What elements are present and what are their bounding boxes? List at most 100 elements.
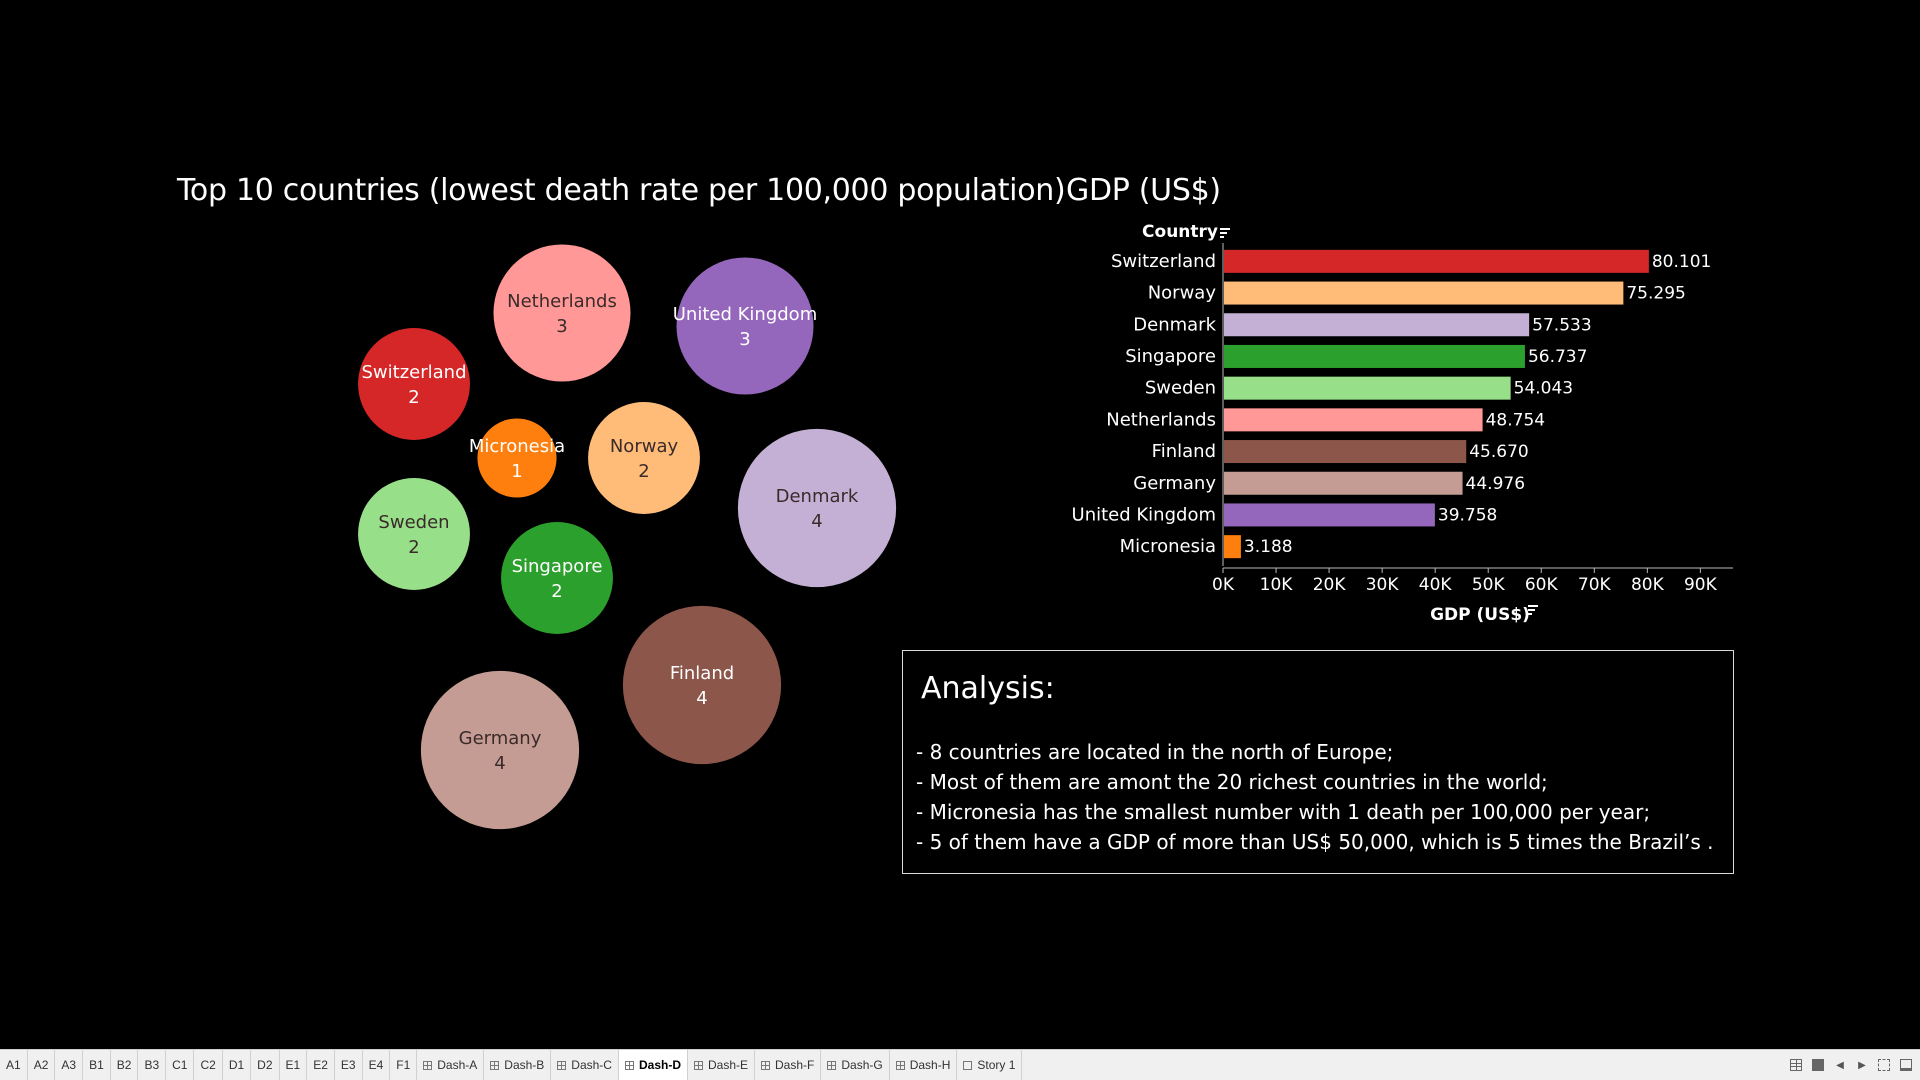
- tab-e4[interactable]: E4: [363, 1050, 391, 1080]
- bubble-circle[interactable]: [622, 605, 782, 765]
- prev-icon[interactable]: ◀: [1836, 1059, 1844, 1071]
- x-tick-label: 0K: [1212, 575, 1235, 595]
- story-icon: [963, 1060, 973, 1070]
- bar-value-label: 44.976: [1466, 474, 1525, 494]
- bar-switzerland[interactable]: [1224, 249, 1649, 273]
- dashboard-icon: [423, 1060, 433, 1070]
- bar-norway[interactable]: [1224, 281, 1624, 305]
- x-tick-label: 10K: [1260, 575, 1294, 595]
- bubble-circle[interactable]: [588, 402, 700, 514]
- tab-dash-a[interactable]: Dash-A: [417, 1050, 485, 1080]
- bubble-label: Denmark: [776, 486, 859, 507]
- tab-label: E2: [313, 1058, 328, 1072]
- sort-icon[interactable]: [1528, 605, 1538, 615]
- bubble-circle[interactable]: [501, 522, 613, 634]
- tab-label: Story 1: [977, 1058, 1016, 1072]
- tab-e3[interactable]: E3: [335, 1050, 363, 1080]
- tab-label: C2: [200, 1058, 216, 1072]
- tab-story-1[interactable]: Story 1: [957, 1050, 1023, 1080]
- tab-label: Dash-E: [708, 1058, 749, 1072]
- bubble-label: Germany: [459, 728, 542, 749]
- tab-dash-f[interactable]: Dash-F: [755, 1050, 822, 1080]
- tab-label: Dash-G: [841, 1058, 883, 1072]
- bar-value-label: 39.758: [1438, 505, 1497, 525]
- dashboard-icon: [895, 1060, 905, 1070]
- bubble-circle[interactable]: [477, 418, 557, 498]
- bubble-label: Sweden: [378, 512, 449, 533]
- bar-value-label: 3.188: [1244, 537, 1293, 557]
- bar-chart: Country Switzerland 80.101 Norway 75.295 Denm…: [1072, 222, 1733, 625]
- tab-b3[interactable]: B3: [138, 1050, 167, 1080]
- sort-icon[interactable]: [1220, 228, 1230, 238]
- bar-value-label: 45.670: [1469, 442, 1528, 462]
- tab-label: E4: [368, 1058, 384, 1072]
- bar-denmark[interactable]: [1224, 313, 1530, 337]
- presentation-icon[interactable]: [1900, 1059, 1912, 1071]
- bubble-germany[interactable]: Germany 4: [420, 670, 580, 830]
- bar-united-kingdom[interactable]: [1224, 503, 1435, 527]
- bar-sweden[interactable]: [1224, 376, 1511, 400]
- bubble-label: United Kingdom: [673, 304, 817, 325]
- tab-dash-g[interactable]: Dash-G: [821, 1050, 890, 1080]
- bubble-switzerland[interactable]: Switzerland 2: [358, 328, 470, 440]
- category-label: United Kingdom: [1072, 504, 1216, 525]
- bubble-finland[interactable]: Finland 4: [622, 605, 782, 765]
- tab-e2[interactable]: E2: [307, 1050, 335, 1080]
- bubble-norway[interactable]: Norway 2: [588, 402, 700, 514]
- bar-germany[interactable]: [1224, 471, 1463, 495]
- bar-netherlands[interactable]: [1224, 408, 1483, 432]
- tab-c1[interactable]: C1: [166, 1050, 195, 1080]
- dashboard-icon: [624, 1060, 634, 1070]
- tab-e1[interactable]: E1: [280, 1050, 308, 1080]
- bubble-value: 1: [511, 461, 522, 482]
- tab-label: B1: [89, 1058, 104, 1072]
- next-icon[interactable]: ▶: [1858, 1059, 1866, 1071]
- analysis-heading: Analysis:: [921, 671, 1055, 706]
- tab-b1[interactable]: B1: [83, 1050, 111, 1080]
- tab-dash-d[interactable]: Dash-D: [618, 1050, 688, 1080]
- tab-a1[interactable]: A1: [0, 1050, 28, 1080]
- tab-d2[interactable]: D2: [251, 1050, 280, 1080]
- bubble-value: 2: [408, 537, 419, 558]
- tab-label: F1: [396, 1058, 411, 1072]
- tab-label: Dash-D: [638, 1058, 681, 1072]
- bubble-micronesia[interactable]: Micronesia 1: [469, 418, 565, 498]
- tab-a3[interactable]: A3: [55, 1050, 84, 1080]
- bubble-circle[interactable]: [676, 257, 814, 395]
- bubble-circle[interactable]: [358, 478, 470, 590]
- bar-value-label: 48.754: [1486, 410, 1545, 430]
- bubble-netherlands[interactable]: Netherlands 3: [493, 244, 631, 382]
- bubble-singapore[interactable]: Singapore 2: [501, 522, 613, 634]
- tab-dash-b[interactable]: Dash-B: [484, 1050, 552, 1080]
- bubble-value: 4: [696, 688, 707, 709]
- tab-c2[interactable]: C2: [194, 1050, 223, 1080]
- tab-label: D1: [228, 1058, 245, 1072]
- fullscreen-icon[interactable]: [1878, 1059, 1890, 1071]
- tab-a2[interactable]: A2: [28, 1050, 56, 1080]
- bubble-circle[interactable]: [737, 428, 897, 588]
- bubble-circle[interactable]: [358, 328, 470, 440]
- bubble-circle[interactable]: [493, 244, 631, 382]
- tab-dash-h[interactable]: Dash-H: [890, 1050, 958, 1080]
- bubble-circle[interactable]: [420, 670, 580, 830]
- bar-finland[interactable]: [1224, 440, 1467, 464]
- tab-dash-c[interactable]: Dash-C: [551, 1050, 619, 1080]
- dashboard-icon: [761, 1060, 771, 1070]
- tab-dash-e[interactable]: Dash-E: [688, 1050, 756, 1080]
- dashboard-icon: [827, 1060, 837, 1070]
- bubble-label: Micronesia: [469, 436, 565, 457]
- tab-controls: ◀ ▶: [1790, 1050, 1912, 1080]
- tab-f1[interactable]: F1: [390, 1050, 418, 1080]
- bar-micronesia[interactable]: [1224, 535, 1241, 559]
- tab-d1[interactable]: D1: [223, 1050, 252, 1080]
- bar-singapore[interactable]: [1224, 344, 1525, 368]
- bubble-sweden[interactable]: Sweden 2: [358, 478, 470, 590]
- tab-b2[interactable]: B2: [111, 1050, 139, 1080]
- bubble-denmark[interactable]: Denmark 4: [737, 428, 897, 588]
- bubble-united-kingdom[interactable]: United Kingdom 3: [673, 257, 817, 395]
- tab-label: B3: [144, 1058, 160, 1072]
- show-sheet-sorter-icon[interactable]: [1790, 1059, 1802, 1071]
- show-tabs-icon[interactable]: [1812, 1059, 1824, 1071]
- bar-value-label: 54.043: [1514, 379, 1573, 399]
- bubble-value: 3: [556, 316, 567, 337]
